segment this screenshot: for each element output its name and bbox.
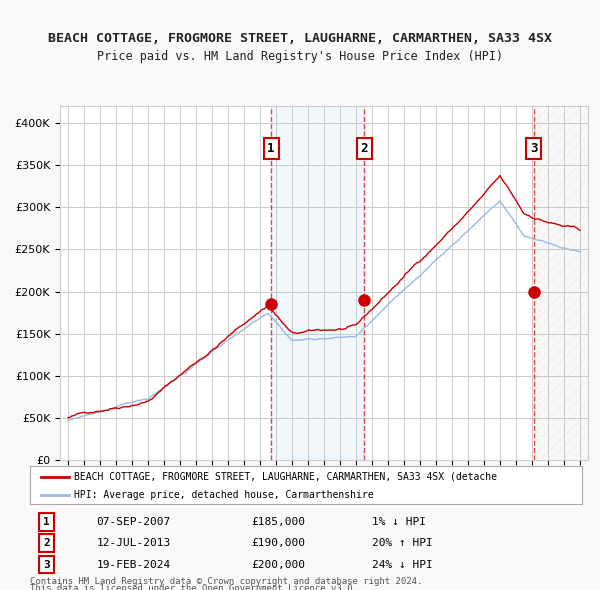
Text: £200,000: £200,000 bbox=[251, 559, 305, 569]
Text: 2: 2 bbox=[361, 142, 368, 155]
Text: 3: 3 bbox=[530, 142, 538, 155]
Text: Contains HM Land Registry data © Crown copyright and database right 2024.: Contains HM Land Registry data © Crown c… bbox=[30, 577, 422, 586]
Text: This data is licensed under the Open Government Licence v3.0.: This data is licensed under the Open Gov… bbox=[30, 584, 358, 590]
Text: 24% ↓ HPI: 24% ↓ HPI bbox=[372, 559, 433, 569]
Text: 1% ↓ HPI: 1% ↓ HPI bbox=[372, 517, 426, 527]
Text: 12-JUL-2013: 12-JUL-2013 bbox=[96, 538, 170, 548]
Text: 20% ↑ HPI: 20% ↑ HPI bbox=[372, 538, 433, 548]
Text: BEACH COTTAGE, FROGMORE STREET, LAUGHARNE, CARMARTHEN, SA33 4SX (detache: BEACH COTTAGE, FROGMORE STREET, LAUGHARN… bbox=[74, 472, 497, 482]
Text: 1: 1 bbox=[43, 517, 50, 527]
Text: 3: 3 bbox=[43, 559, 50, 569]
Text: 1: 1 bbox=[267, 142, 275, 155]
Text: Price paid vs. HM Land Registry's House Price Index (HPI): Price paid vs. HM Land Registry's House … bbox=[97, 50, 503, 63]
Text: £190,000: £190,000 bbox=[251, 538, 305, 548]
Bar bbox=[271, 106, 364, 460]
Text: 19-FEB-2024: 19-FEB-2024 bbox=[96, 559, 170, 569]
Bar bbox=[534, 106, 588, 460]
Text: £185,000: £185,000 bbox=[251, 517, 305, 527]
Text: HPI: Average price, detached house, Carmarthenshire: HPI: Average price, detached house, Carm… bbox=[74, 490, 374, 500]
Text: BEACH COTTAGE, FROGMORE STREET, LAUGHARNE, CARMARTHEN, SA33 4SX: BEACH COTTAGE, FROGMORE STREET, LAUGHARN… bbox=[48, 32, 552, 45]
Text: 2: 2 bbox=[43, 538, 50, 548]
Text: 07-SEP-2007: 07-SEP-2007 bbox=[96, 517, 170, 527]
